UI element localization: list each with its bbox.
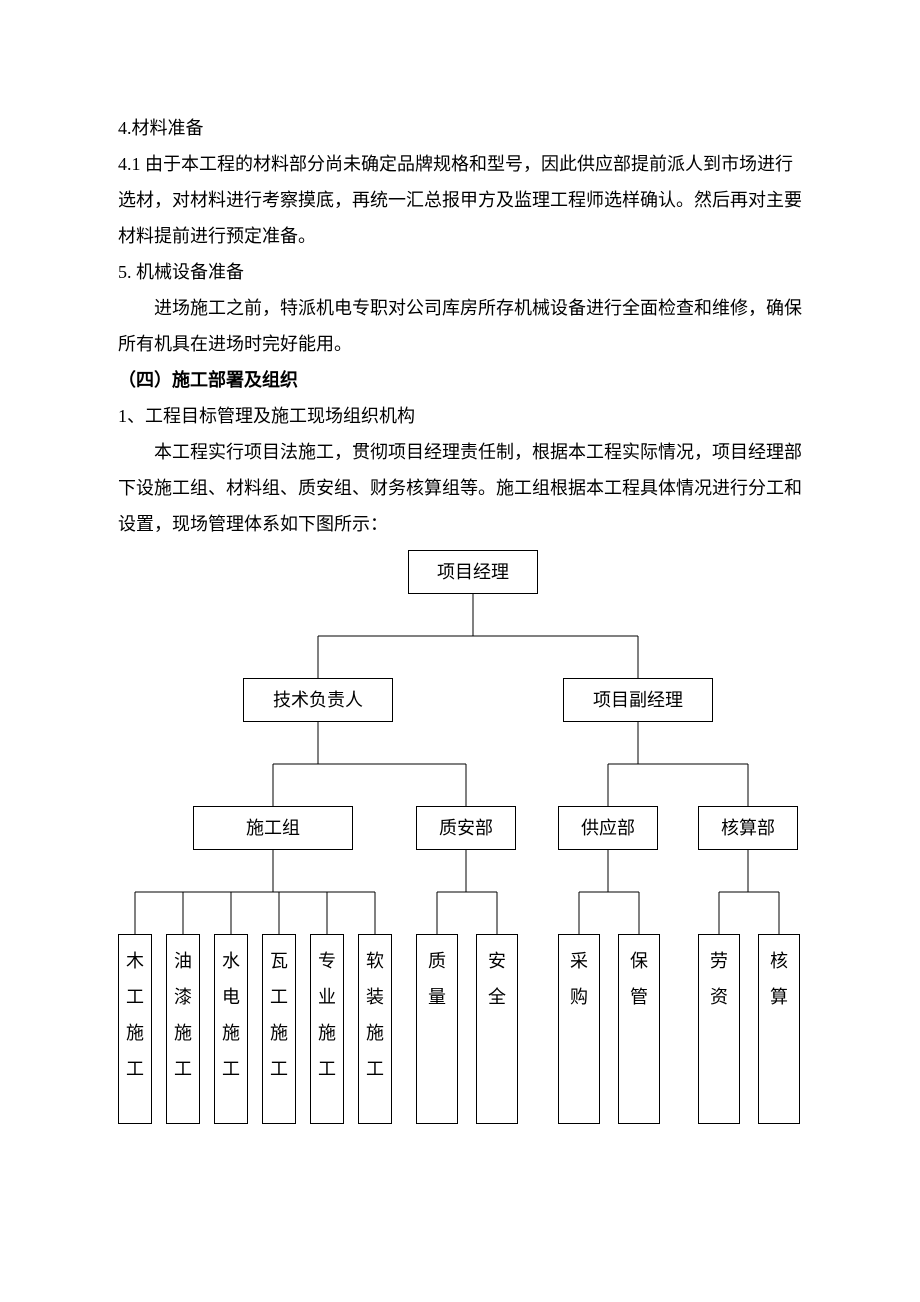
paragraph-intro: 本工程实行项目法施工，贯彻项目经理责任制，根据本工程实际情况，项目经理部下设施工… xyxy=(118,434,802,542)
org-leaf-1: 油漆施工 xyxy=(166,934,200,1124)
org-leaf-11: 核算 xyxy=(758,934,800,1124)
org-chart: 项目经理技术负责人 项目副经理施工组 质安部供应部核算部木工施工油漆施工水电施工瓦工… xyxy=(118,550,802,1130)
org-leaf-3: 瓦工施工 xyxy=(262,934,296,1124)
org-leaf-7: 安全 xyxy=(476,934,518,1124)
org-leaf-2: 水电施工 xyxy=(214,934,248,1124)
org-leaf-6: 质量 xyxy=(416,934,458,1124)
paragraph-5: 进场施工之前，特派机电专职对公司库房所存机械设备进行全面检查和维修，确保所有机具… xyxy=(118,290,802,362)
heading-section-4: （四）施工部署及组织 xyxy=(118,362,802,398)
org-leaf-8: 采购 xyxy=(558,934,600,1124)
org-node-n_hs: 核算部 xyxy=(698,806,798,850)
document-page: 4.材料准备 4.1 由于本工程的材料部分尚未确定品牌规格和型号，因此供应部提前… xyxy=(0,0,920,1190)
heading-5: 5. 机械设备准备 xyxy=(118,254,802,290)
org-node-n_za: 质安部 xyxy=(416,806,516,850)
org-leaf-0: 木工施工 xyxy=(118,934,152,1124)
heading-4: 4.材料准备 xyxy=(118,110,802,146)
org-node-n_vice: 项目副经理 xyxy=(563,678,713,722)
org-leaf-9: 保管 xyxy=(618,934,660,1124)
org-node-n_gy: 供应部 xyxy=(558,806,658,850)
org-leaf-4: 专业施工 xyxy=(310,934,344,1124)
org-node-n_tech: 技术负责人 xyxy=(243,678,393,722)
heading-sub-1: 1、工程目标管理及施工现场组织机构 xyxy=(118,398,802,434)
org-node-n_root: 项目经理 xyxy=(408,550,538,594)
org-leaf-10: 劳资 xyxy=(698,934,740,1124)
paragraph-4-1: 4.1 由于本工程的材料部分尚未确定品牌规格和型号，因此供应部提前派人到市场进行… xyxy=(118,146,802,254)
org-node-n_sg: 施工组 xyxy=(193,806,353,850)
org-leaf-5: 软装施工 xyxy=(358,934,392,1124)
